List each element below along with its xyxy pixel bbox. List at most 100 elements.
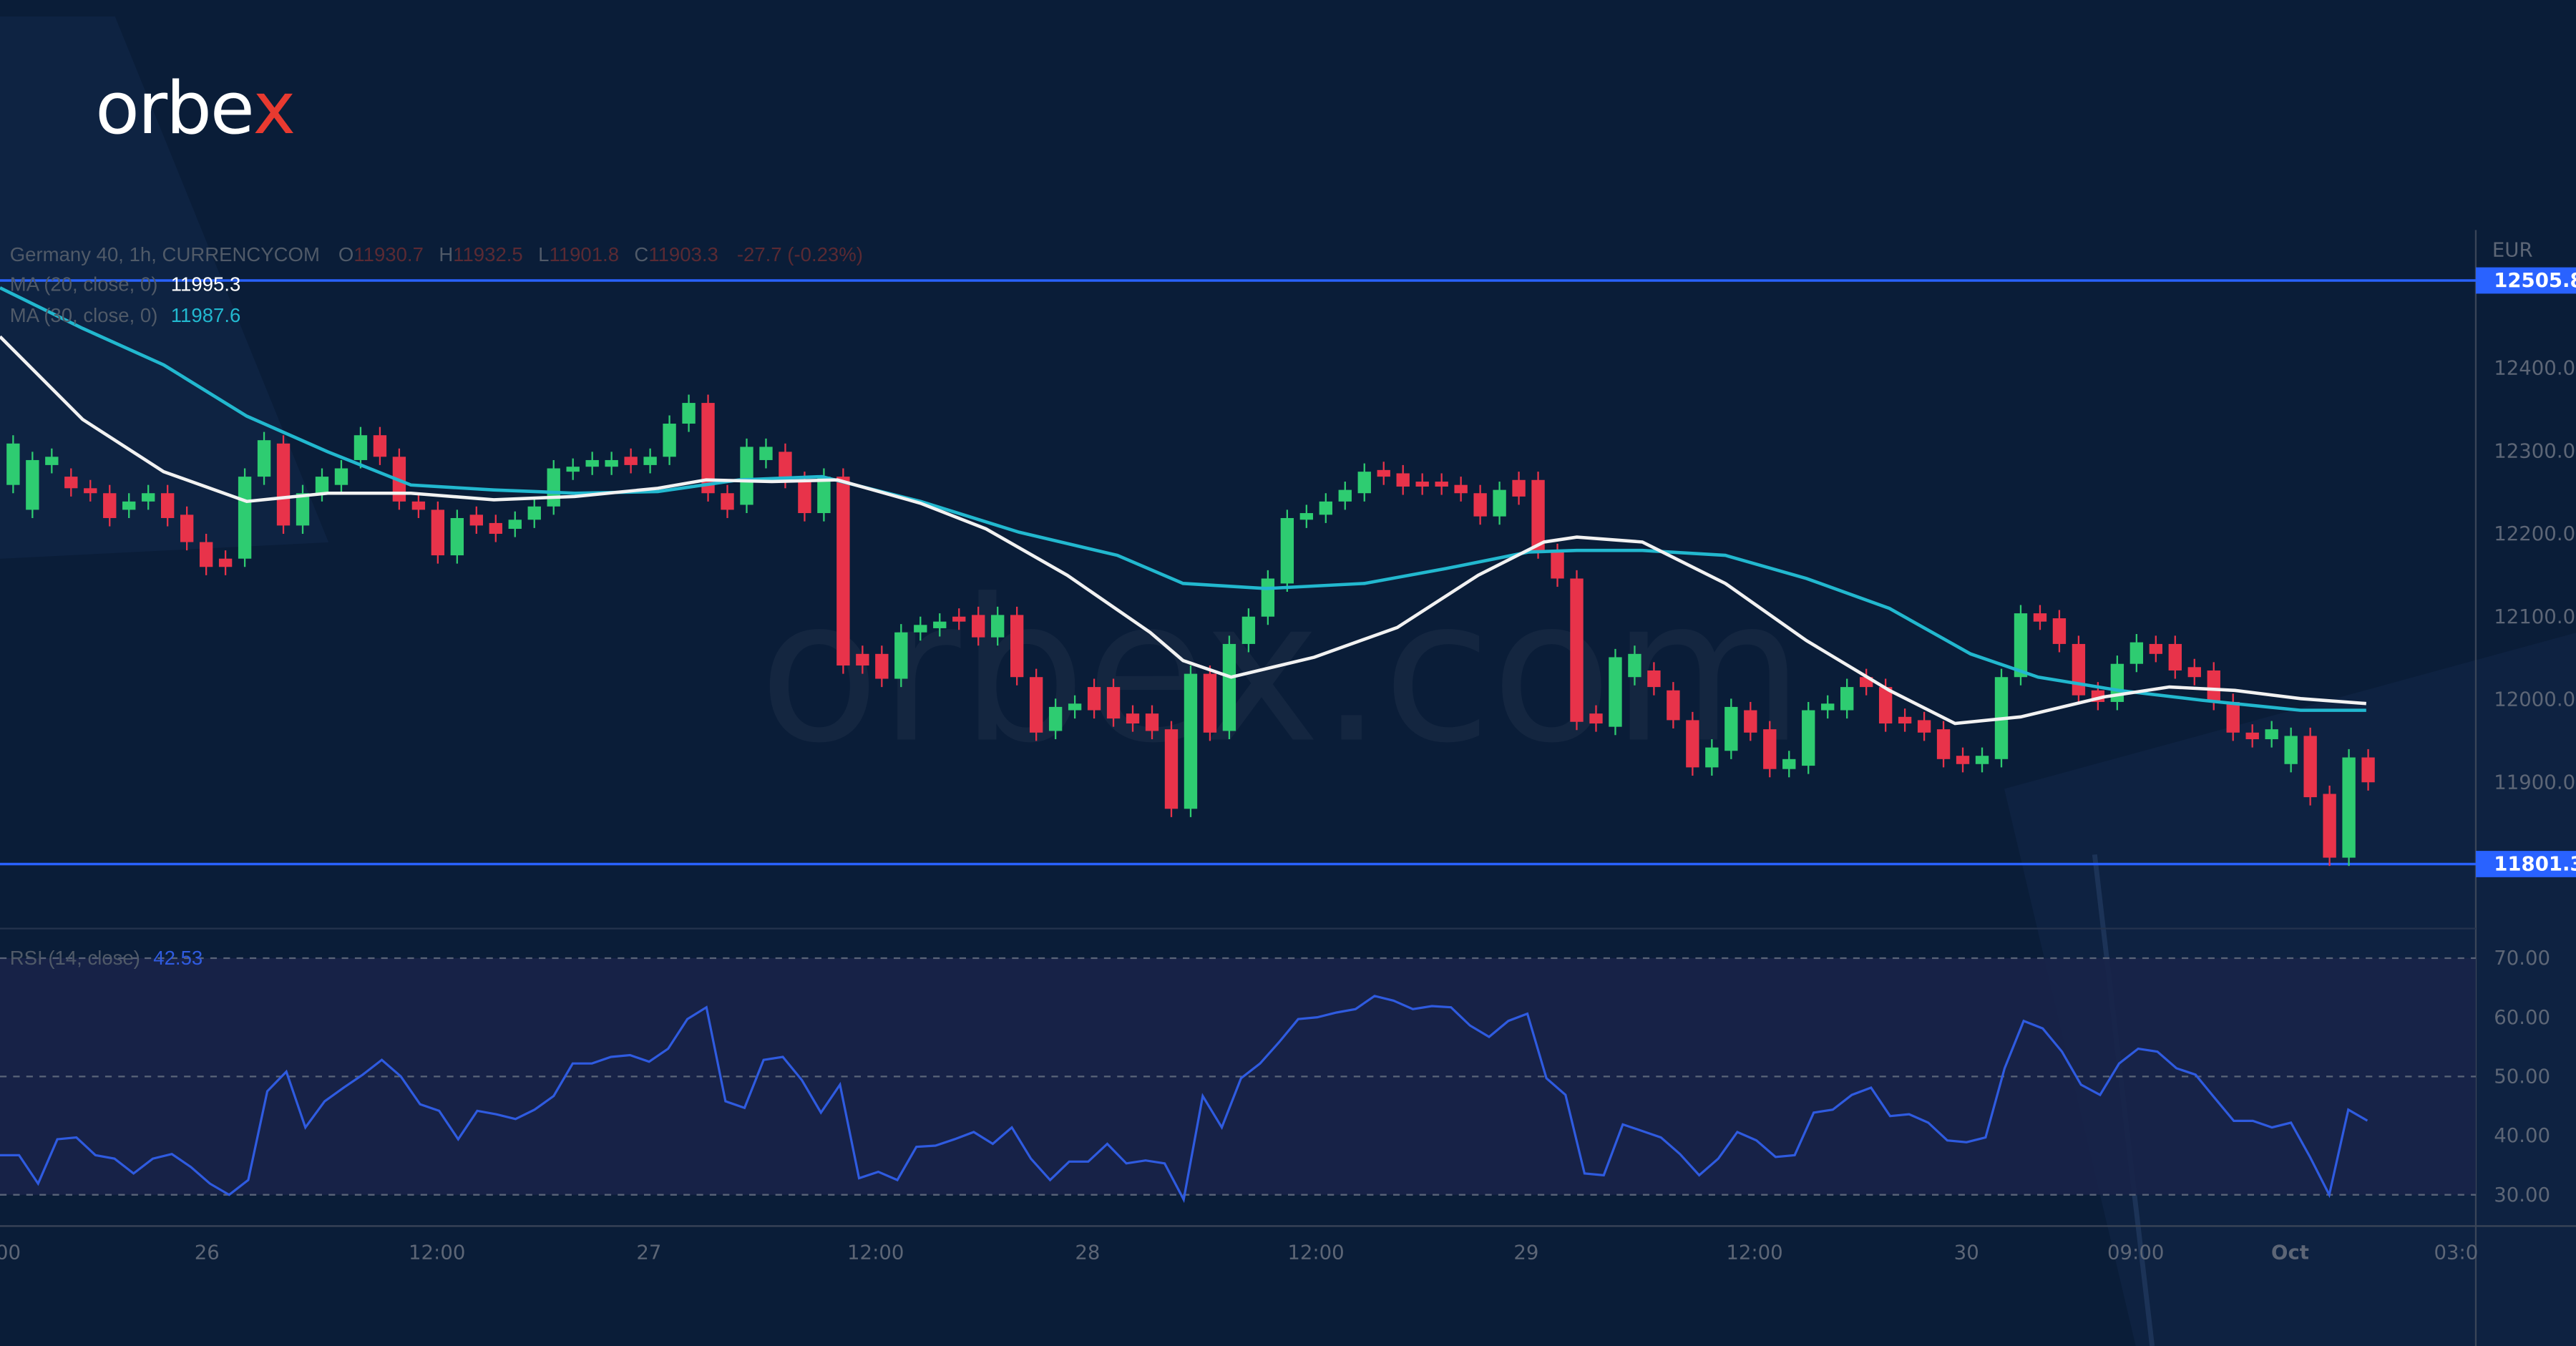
candle-down <box>276 435 291 534</box>
rsi-tick-label: 60.00 <box>2494 1006 2550 1029</box>
ma20-label: MA (20, close, 0) <box>10 273 158 296</box>
candle-body <box>798 479 811 514</box>
time-tick-label: 26 <box>195 1241 220 1264</box>
candle-down <box>836 468 850 674</box>
candle-down <box>1435 473 1448 495</box>
candle-body <box>1126 713 1140 724</box>
candle-body <box>663 424 676 457</box>
candle-body <box>1705 747 1719 768</box>
candle-body <box>489 522 502 534</box>
candle-body <box>1493 489 1506 517</box>
candle-body <box>566 467 580 472</box>
candle-up <box>1357 463 1371 502</box>
candle-up <box>353 426 368 469</box>
candle-body <box>1609 657 1622 727</box>
time-tick-label: 27 <box>636 1241 661 1264</box>
candle-down <box>1744 701 1757 741</box>
candle-up <box>914 616 927 641</box>
candle-body <box>740 447 753 505</box>
candle-up <box>1068 695 1082 719</box>
ma30-line <box>0 286 2366 712</box>
candle-body <box>856 653 869 666</box>
candle-down <box>2361 748 2375 791</box>
candle-body <box>721 493 734 510</box>
candle-body <box>952 616 966 622</box>
candle-down <box>2072 635 2086 704</box>
candle-up <box>1840 678 1854 719</box>
price-tick-label: 12300.0 <box>2494 439 2575 462</box>
svg-text:MA (30, close, 0)11987.6: MA (30, close, 0) 11987.6 <box>10 304 241 326</box>
level-price-label: 11801.3 <box>2494 853 2576 876</box>
candle-body <box>1280 517 1294 584</box>
candle-down <box>2303 727 2317 806</box>
candle-body <box>2033 613 2047 622</box>
candle-body <box>682 403 696 424</box>
candle-body <box>2187 667 2201 678</box>
candle-up <box>1821 695 1835 719</box>
candle-body <box>1898 716 1912 724</box>
candle-down <box>1029 668 1043 741</box>
candle-body <box>1068 703 1082 711</box>
candle-body <box>6 443 20 485</box>
candle-body <box>701 403 715 494</box>
candle-down <box>2226 693 2240 741</box>
candle-body <box>2303 736 2317 798</box>
candle-down <box>489 514 502 542</box>
candle-up <box>238 468 252 567</box>
candle-body <box>373 435 387 457</box>
rsi-value: 42.53 <box>153 947 203 969</box>
rsi-tick-label: 50.00 <box>2494 1065 2550 1088</box>
candle-down <box>64 468 78 497</box>
candle-body <box>1531 479 1545 551</box>
candle-body <box>2245 732 2259 740</box>
candle-up <box>6 435 20 494</box>
candle-up <box>663 415 676 465</box>
candle-up <box>740 438 753 514</box>
candle-up <box>122 493 136 518</box>
candle-up <box>1609 648 1622 736</box>
candle-body <box>1802 710 1815 766</box>
legend-change: -27.7 (-0.23%) <box>737 243 863 265</box>
candle-up <box>1222 635 1236 740</box>
candle-body <box>2052 618 2067 644</box>
candle-down <box>84 479 97 502</box>
candle-body <box>1763 729 1777 769</box>
candle-body <box>585 459 599 467</box>
candle-body <box>2284 736 2298 764</box>
candle-down <box>1686 711 1699 776</box>
candle-body <box>1164 729 1179 809</box>
candle-up <box>315 468 329 502</box>
candle-body <box>1396 473 1410 487</box>
candle-down <box>2245 724 2259 748</box>
candle-up <box>450 509 464 564</box>
rsi-line <box>0 995 2368 1204</box>
candle-body <box>276 443 291 526</box>
candle-up <box>334 459 348 494</box>
candle-body <box>1589 713 1603 724</box>
candle-body <box>2207 670 2220 702</box>
candle-body <box>1048 706 1063 731</box>
candle-up <box>585 452 599 475</box>
svg-text:MA (20, close, 0)11995.3: MA (20, close, 0) 11995.3 <box>10 273 241 296</box>
candle-body <box>238 477 252 559</box>
time-tick-label: 12:00 <box>1287 1241 1344 1264</box>
candle-up <box>142 484 155 510</box>
rsi-tick-label: 70.00 <box>2494 947 2550 970</box>
candle-body <box>1878 687 1893 724</box>
candle-body <box>1029 677 1043 733</box>
candle-body <box>1744 710 1757 733</box>
candle-up <box>1280 509 1294 592</box>
level-price-badge <box>2475 851 2576 877</box>
candle-down <box>1203 665 1217 741</box>
ma20-line <box>0 335 2366 726</box>
candle-body <box>1628 653 1641 678</box>
candle-body <box>1782 759 1796 769</box>
candle-up <box>1184 665 1198 817</box>
candle-up <box>2110 655 2124 711</box>
candle-up <box>26 452 39 518</box>
candle-body <box>759 447 773 460</box>
svg-text:RSI (14, close)42.53: RSI (14, close) 42.53 <box>10 947 203 969</box>
candle-body <box>1473 493 1487 517</box>
svg-text:Germany 40, 1h, CURRENCYCOM: Germany 40, 1h, CURRENCYCOM O11930.7 H11… <box>10 243 863 265</box>
